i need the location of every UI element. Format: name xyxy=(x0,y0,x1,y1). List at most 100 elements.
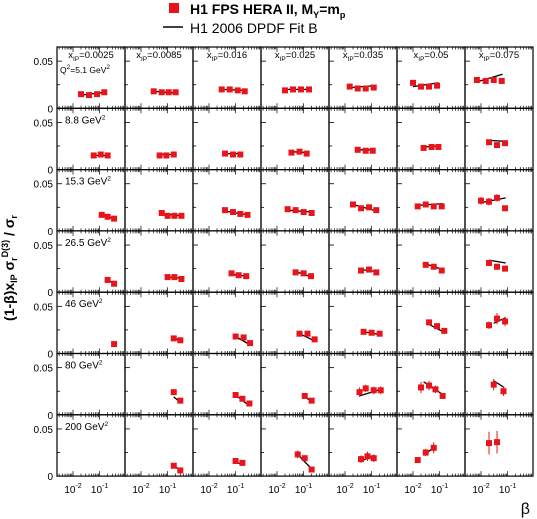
y-tick-label: 0.05 xyxy=(34,302,54,313)
data-point xyxy=(294,451,301,458)
data-point xyxy=(170,151,177,158)
data-point xyxy=(230,151,237,158)
data-point xyxy=(296,148,303,155)
panel-frame xyxy=(396,230,466,293)
x-tick-label: 10-1 xyxy=(431,483,448,496)
y-tick-label: 0.05 xyxy=(34,425,54,436)
data-point xyxy=(232,458,239,465)
column-label: xIP=0.05 xyxy=(414,50,449,63)
data-point xyxy=(494,263,501,270)
column-label: xIP=0.0085 xyxy=(136,50,182,63)
fit-curve xyxy=(476,73,503,83)
data-point xyxy=(430,444,437,451)
data-point xyxy=(178,275,185,282)
panel-frame xyxy=(396,107,466,171)
data-point xyxy=(486,440,493,447)
data-point xyxy=(90,152,97,159)
data-point xyxy=(244,211,251,218)
data-point xyxy=(494,142,501,149)
data-point xyxy=(304,330,311,337)
fit-curve xyxy=(349,85,375,89)
column-label: xIP=0.016 xyxy=(207,50,247,63)
data-point xyxy=(358,456,365,463)
data-point xyxy=(292,207,299,214)
data-point xyxy=(164,212,171,219)
data-point xyxy=(422,201,429,208)
data-point xyxy=(222,207,229,214)
data-point xyxy=(439,392,446,399)
data-point xyxy=(502,318,509,325)
data-point xyxy=(490,77,497,84)
legend-data-marker xyxy=(169,3,179,13)
data-point xyxy=(235,272,242,279)
data-point xyxy=(301,455,308,462)
data-point xyxy=(358,205,365,212)
panel-frame xyxy=(328,291,398,355)
data-point xyxy=(170,462,177,469)
data-point xyxy=(243,273,250,280)
panel-frame xyxy=(328,230,398,293)
data-point xyxy=(104,276,111,283)
y-tick-label: 0.05 xyxy=(34,241,54,252)
data-point xyxy=(218,86,225,93)
data-point xyxy=(364,453,371,460)
panel-frame xyxy=(260,414,330,477)
data-point xyxy=(111,341,118,348)
y-tick-label: 0 xyxy=(47,288,53,299)
data-point xyxy=(498,77,505,84)
row-label: 26.5 GeV2 xyxy=(65,237,111,249)
data-point xyxy=(284,206,291,213)
data-point xyxy=(228,270,235,277)
data-point xyxy=(308,273,315,280)
data-point xyxy=(150,88,157,95)
x-tick-label: 10-1 xyxy=(159,483,176,496)
panel-grid: 0 0.05 0 0.05 0 0.05 0 0.05 0 0.05 0 0.05 0 0.05 10-2 1… xyxy=(34,46,534,496)
y-tick-label: 0.05 xyxy=(34,57,54,68)
panel-frame xyxy=(464,414,534,477)
data-point xyxy=(414,203,421,210)
data-point xyxy=(303,150,310,157)
y-tick-label: 0 xyxy=(47,166,53,177)
y-tick-label: 0 xyxy=(47,227,53,238)
data-point xyxy=(232,391,239,398)
data-point xyxy=(346,83,353,90)
data-point xyxy=(292,269,299,276)
panel-frame xyxy=(192,414,262,477)
data-point xyxy=(296,330,303,337)
x-tick-label: 10-2 xyxy=(472,483,489,496)
panel-frame xyxy=(260,169,330,232)
data-point xyxy=(362,147,369,154)
data-point xyxy=(246,400,253,407)
data-point xyxy=(434,323,441,330)
panel-frame xyxy=(328,169,398,232)
y-tick-label: 0 xyxy=(47,104,53,115)
panel-frame xyxy=(192,107,262,171)
data-point xyxy=(362,385,369,392)
y-axis-label: (1-β)xIP σrD(3) / σr xyxy=(0,215,19,321)
data-point xyxy=(111,280,118,287)
data-point xyxy=(438,203,445,210)
data-point xyxy=(422,261,429,268)
x-axis-label: β xyxy=(521,501,530,518)
data-point xyxy=(360,328,367,335)
data-point xyxy=(369,147,376,154)
panel-frame xyxy=(124,414,194,477)
panel-frame xyxy=(124,291,194,355)
data-point xyxy=(308,397,315,404)
data-point xyxy=(377,387,384,394)
data-point xyxy=(86,92,93,99)
data-point xyxy=(306,86,313,93)
data-point xyxy=(482,77,489,84)
data-point xyxy=(502,265,509,272)
data-point xyxy=(422,449,429,456)
data-point xyxy=(500,388,507,395)
data-point xyxy=(104,152,111,159)
data-point xyxy=(226,86,233,93)
x-tick-label: 10-2 xyxy=(200,483,217,496)
legend-fit-label: H1 2006 DPDF Fit B xyxy=(190,20,318,36)
panel-frame xyxy=(260,230,330,293)
data-point xyxy=(78,91,85,98)
data-point xyxy=(494,315,501,322)
panel-frame xyxy=(260,107,330,171)
panel-frame xyxy=(260,352,330,416)
